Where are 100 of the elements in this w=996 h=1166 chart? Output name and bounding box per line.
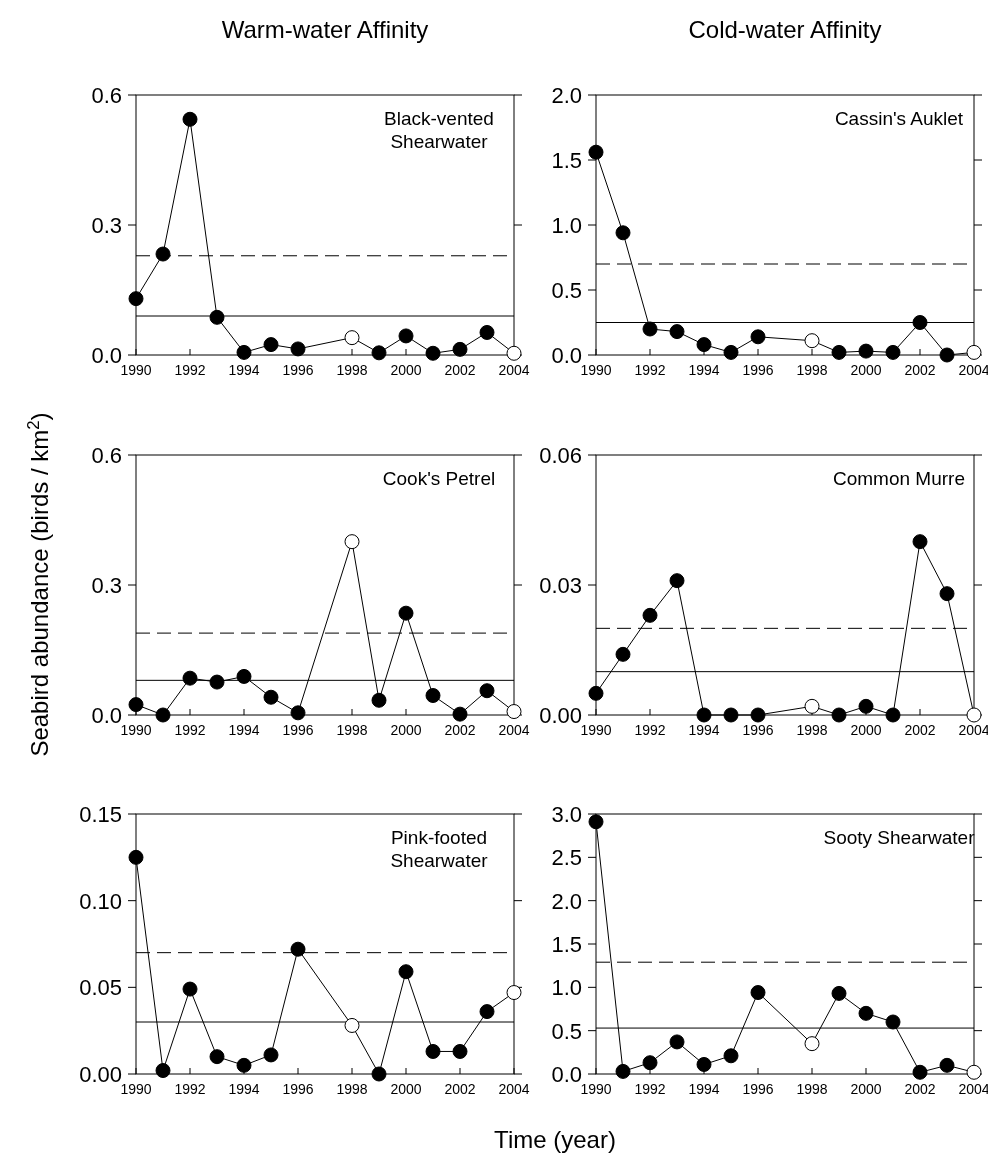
point xyxy=(236,344,252,360)
point xyxy=(669,1034,685,1050)
x-tick-label: 2004 xyxy=(498,722,530,738)
y-tick-label: 0.00 xyxy=(79,1062,122,1087)
point xyxy=(371,345,387,361)
y-tick-label: 0.6 xyxy=(91,83,122,108)
point xyxy=(804,1036,820,1052)
x-tick-label: 1998 xyxy=(336,722,368,738)
point xyxy=(669,324,685,340)
x-tick-label: 1992 xyxy=(634,1081,666,1097)
y-tick-label: 0.10 xyxy=(79,888,122,914)
point xyxy=(209,1049,225,1065)
point xyxy=(425,1043,441,1059)
point xyxy=(804,698,820,714)
annotation: Pink-footed Shearwater xyxy=(390,827,489,871)
x-tick-label: 1996 xyxy=(742,722,774,738)
annotation: Black-vented Shearwater xyxy=(384,108,494,152)
point xyxy=(750,707,766,723)
y-tick-label: 0.0 xyxy=(91,343,122,368)
x-tick-label: 1992 xyxy=(174,1081,206,1097)
point xyxy=(723,1048,739,1064)
point xyxy=(236,668,252,684)
point xyxy=(588,814,604,830)
point xyxy=(831,707,847,723)
x-axis-title: Time (year) xyxy=(494,1126,616,1153)
point xyxy=(209,674,225,690)
point xyxy=(696,337,712,353)
annotation: Cassin's Auklet xyxy=(834,108,964,129)
x-tick-label: 1994 xyxy=(228,1081,260,1097)
x-tick-label: 1992 xyxy=(634,722,666,738)
x-tick-label: 1990 xyxy=(580,722,612,738)
x-tick-label: 2000 xyxy=(390,362,422,378)
point xyxy=(290,705,306,721)
x-tick-label: 1994 xyxy=(688,1081,720,1097)
point xyxy=(452,1043,468,1059)
point xyxy=(344,534,360,550)
x-tick-label: 1990 xyxy=(120,1081,152,1097)
point xyxy=(696,1056,712,1072)
point xyxy=(128,697,144,713)
x-tick-label: 2002 xyxy=(444,362,476,378)
point xyxy=(669,573,685,589)
point xyxy=(506,704,522,720)
y-tick-label: 0.3 xyxy=(91,213,122,238)
x-tick-label: 1998 xyxy=(796,722,828,738)
point xyxy=(831,344,847,360)
point xyxy=(479,324,495,340)
x-tick-label: 1994 xyxy=(688,722,720,738)
x-tick-label: 1990 xyxy=(580,362,612,378)
y-tick-label: 2.0 xyxy=(551,888,582,914)
x-tick-label: 2000 xyxy=(850,1081,882,1097)
point xyxy=(290,341,306,357)
x-tick-label: 1996 xyxy=(282,722,314,738)
x-tick-label: 2004 xyxy=(498,1081,530,1097)
x-tick-label: 1990 xyxy=(120,362,152,378)
point xyxy=(858,698,874,714)
x-tick-label: 1996 xyxy=(742,1081,774,1097)
point xyxy=(479,1004,495,1020)
point xyxy=(939,347,955,363)
point xyxy=(371,1066,387,1082)
point xyxy=(398,605,414,621)
x-tick-label: 2002 xyxy=(904,722,936,738)
point xyxy=(182,111,198,127)
y-tick-label: 0.03 xyxy=(539,573,582,598)
x-tick-label: 1992 xyxy=(634,362,666,378)
point xyxy=(263,689,279,705)
point xyxy=(182,981,198,997)
point xyxy=(452,341,468,357)
x-tick-label: 2000 xyxy=(850,362,882,378)
point xyxy=(182,670,198,686)
y-tick-label: 0.05 xyxy=(79,975,122,1001)
y-tick-label: 0.06 xyxy=(539,443,582,468)
point xyxy=(155,707,171,723)
point xyxy=(155,1063,171,1079)
y-tick-label: 3.0 xyxy=(551,802,582,827)
x-tick-label: 2004 xyxy=(498,362,530,378)
point xyxy=(588,685,604,701)
annotation: Common Murre xyxy=(833,468,965,489)
y-tick-label: 1.5 xyxy=(551,932,582,957)
y-tick-label: 0.3 xyxy=(91,573,122,598)
y-tick-label: 0.15 xyxy=(79,802,122,827)
x-tick-label: 1992 xyxy=(174,362,206,378)
point xyxy=(344,1017,360,1033)
point xyxy=(723,707,739,723)
point xyxy=(858,343,874,359)
point xyxy=(452,706,468,722)
y-tick-label: 0.5 xyxy=(551,278,582,303)
point xyxy=(885,1014,901,1030)
x-tick-label: 2000 xyxy=(850,722,882,738)
point xyxy=(263,1047,279,1063)
x-tick-label: 1996 xyxy=(282,1081,314,1097)
point xyxy=(912,315,928,330)
point xyxy=(290,941,306,957)
x-tick-label: 1998 xyxy=(796,1081,828,1097)
x-tick-label: 1990 xyxy=(120,722,152,738)
point xyxy=(804,333,820,349)
point xyxy=(939,1057,955,1073)
point xyxy=(615,225,631,241)
point xyxy=(236,1057,252,1073)
point xyxy=(155,246,171,262)
chart-title: Cold-water Affinity xyxy=(688,16,882,43)
